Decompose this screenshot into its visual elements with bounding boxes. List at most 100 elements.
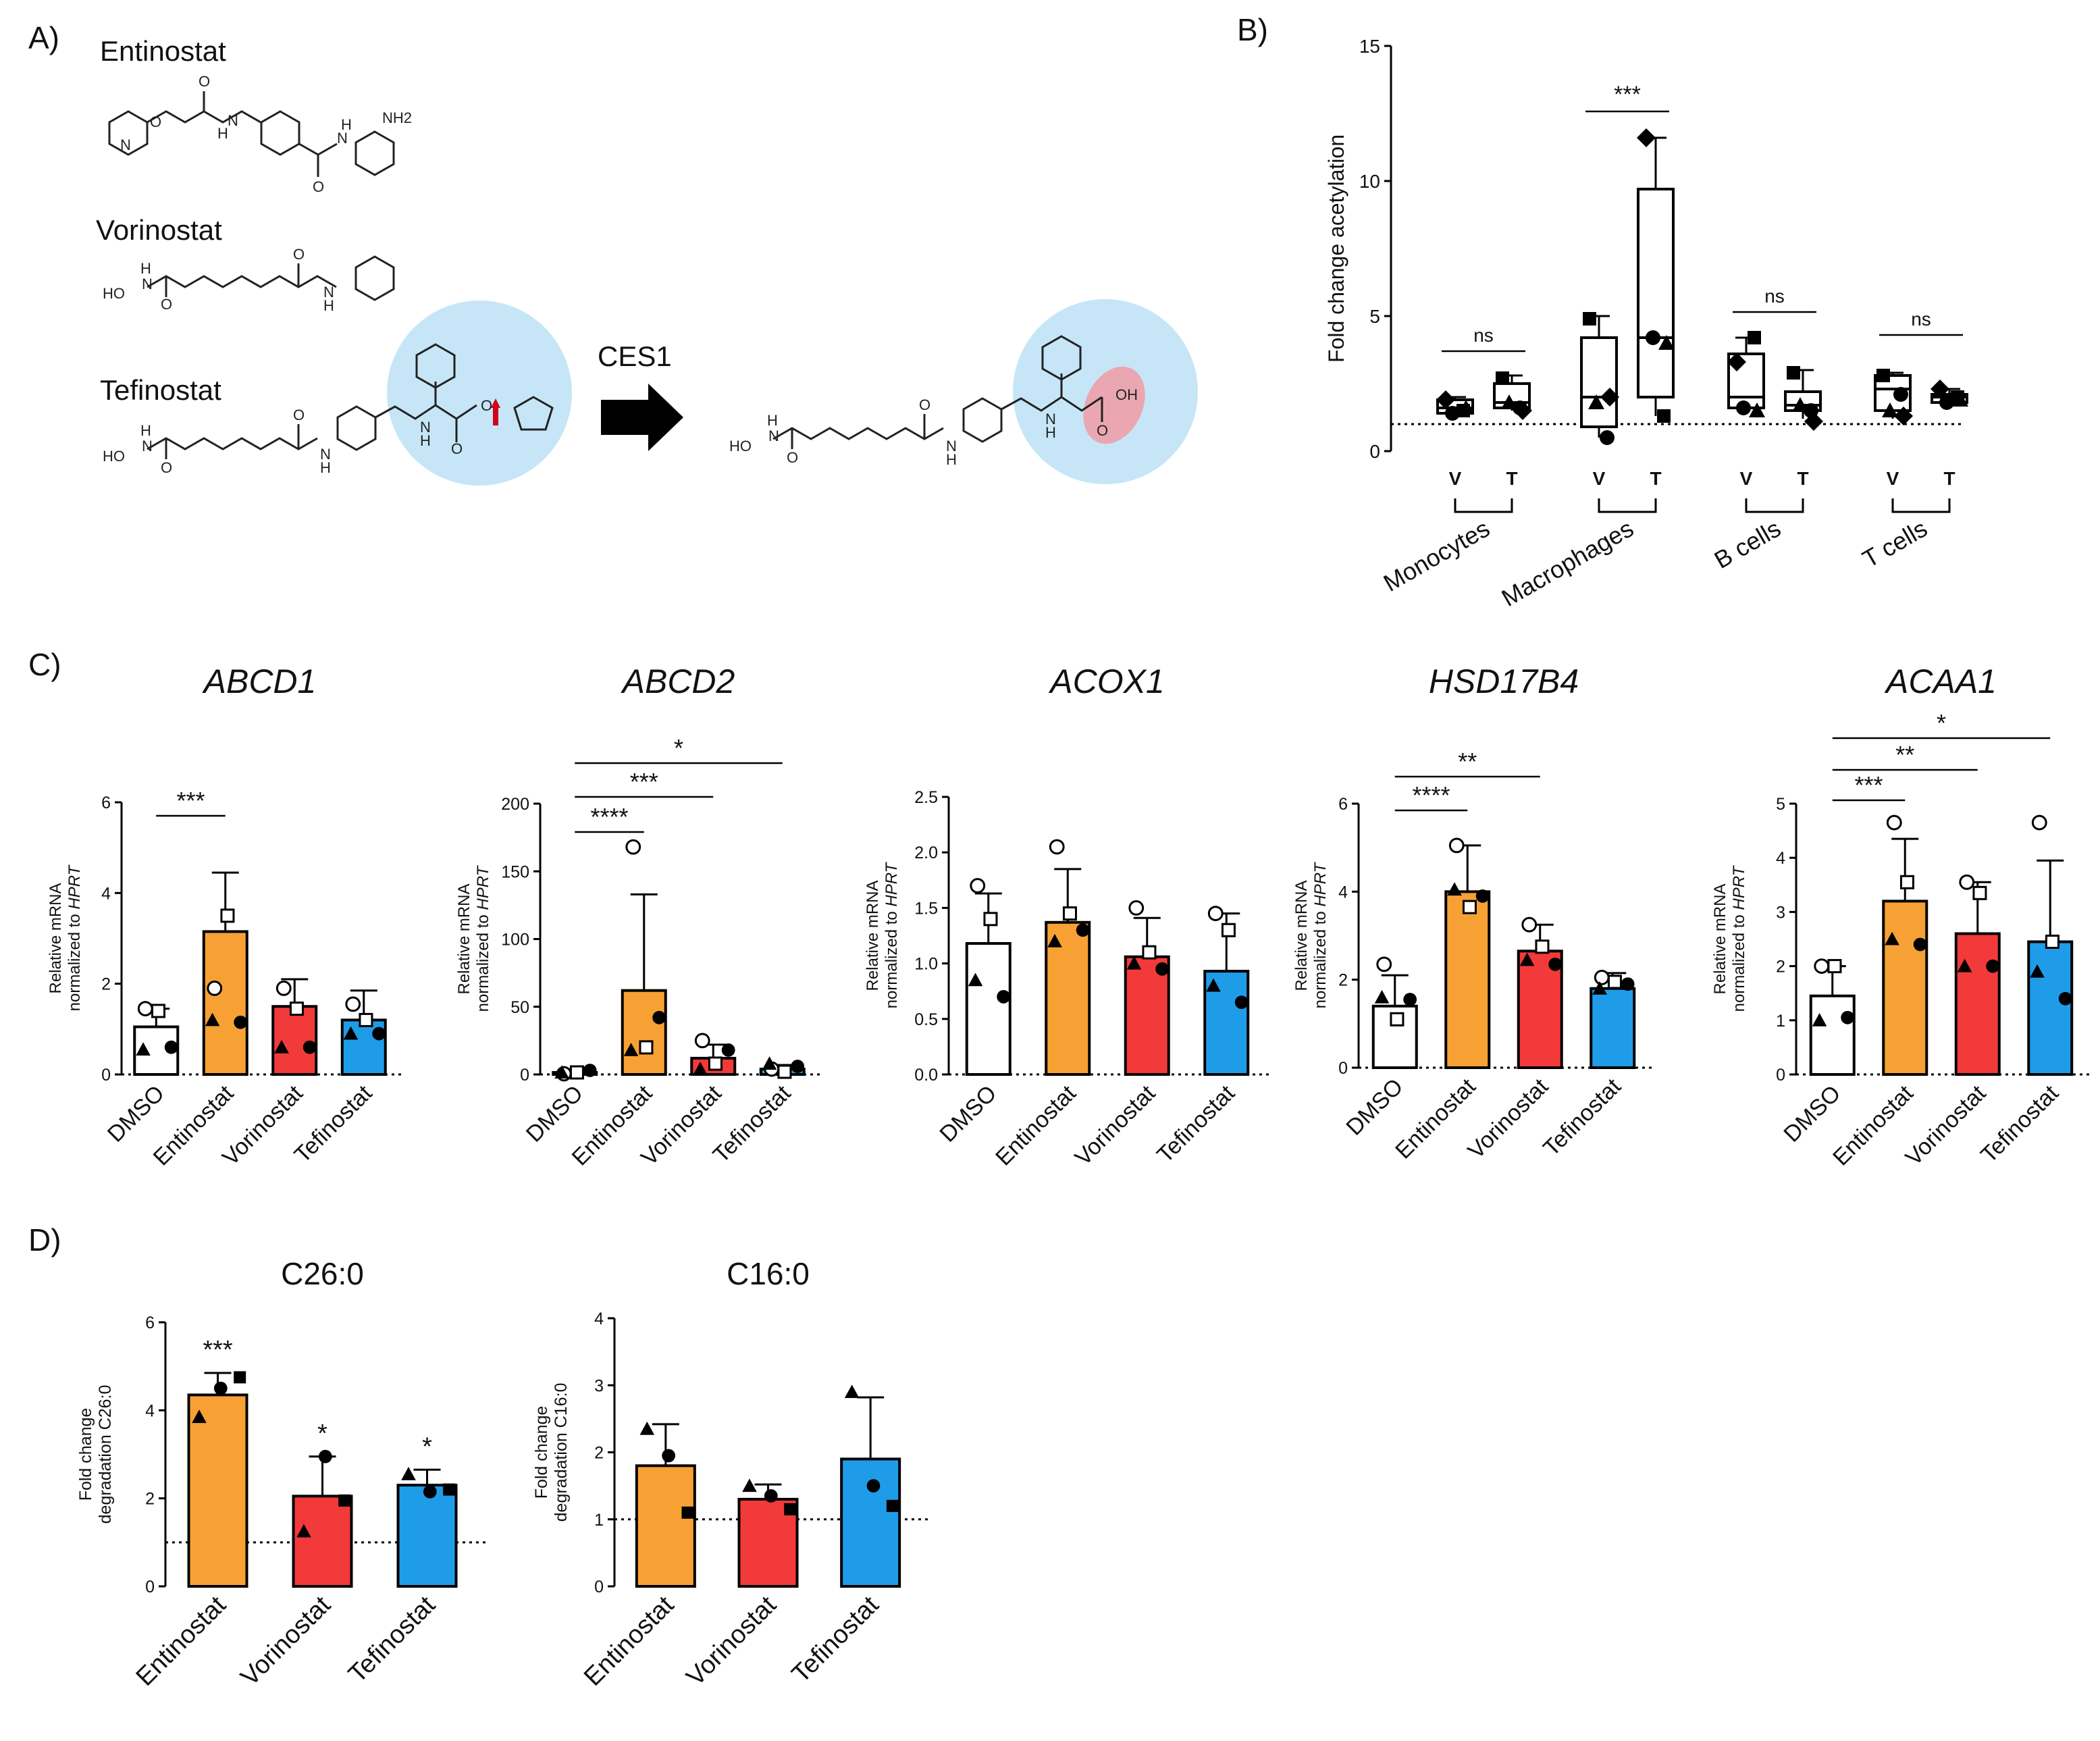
- tef-atom-10: O: [451, 440, 463, 457]
- data-point: [275, 980, 292, 996]
- data-point: [423, 1484, 437, 1499]
- data-point: [1939, 395, 1954, 410]
- chart-title: C16:0: [727, 1256, 810, 1291]
- prod-atom-1: HO: [729, 438, 752, 454]
- data-point: [343, 1026, 359, 1040]
- vor-atom-6: N: [323, 284, 334, 301]
- data-point: [192, 1409, 207, 1424]
- chart-c-acaa1: ACAA1 0 1 2 3 4 5 Relative mRNAnormalized to HP…: [1711, 662, 2093, 1171]
- panel-label-c: C): [28, 647, 61, 682]
- prod-atom-2: H: [767, 412, 778, 429]
- x-group-label: B cells: [1710, 514, 1785, 574]
- data-point: [1436, 390, 1455, 409]
- cleavage-arrowhead: [491, 398, 500, 408]
- data-point: [1637, 128, 1656, 147]
- bar-tefinostat: [2027, 940, 2074, 1076]
- drug-name-tefinostat: Tefinostat: [100, 374, 221, 406]
- chart-title: C26:0: [281, 1256, 364, 1291]
- y-tick-label: 4: [101, 884, 111, 903]
- x-tick-label: DMSO: [1341, 1074, 1408, 1141]
- data-point: [721, 1043, 735, 1057]
- ent-atom-9: O: [313, 178, 324, 195]
- data-point: [844, 1384, 860, 1399]
- vor-atom-3: N: [142, 276, 153, 292]
- data-point: [137, 1001, 153, 1017]
- data-point: [1234, 995, 1249, 1010]
- y-tick-label: 0: [1338, 1059, 1348, 1078]
- prod-atom-10: OH: [1115, 386, 1138, 403]
- y-tick-label: 4: [594, 1309, 604, 1328]
- chart-title: ABCD1: [202, 662, 317, 700]
- data-point: [1062, 906, 1077, 921]
- data-point: [569, 1065, 584, 1080]
- y-axis-label: Relative mRNAnormalized to HPRT: [1292, 861, 1330, 1008]
- significance-star: *: [422, 1432, 432, 1461]
- data-point: [1207, 906, 1224, 922]
- bar-vorinostat: [1124, 955, 1170, 1076]
- data-point: [1607, 975, 1622, 989]
- data-point: [970, 878, 986, 893]
- vor-atom-5: O: [293, 246, 305, 263]
- x-tick-label: Vorinostat: [1463, 1073, 1554, 1164]
- data-point: [1893, 387, 1908, 402]
- data-point: [652, 1010, 666, 1024]
- y-tick-label: 0.5: [914, 1010, 938, 1029]
- data-point: [1128, 900, 1145, 916]
- tef-atom-11: O: [481, 397, 492, 414]
- data-point: [1646, 330, 1660, 345]
- x-tick-label: DMSO: [935, 1081, 1001, 1147]
- x-group-label: T cells: [1858, 514, 1932, 573]
- tefinostat-ester-highlight: [387, 301, 572, 486]
- bar-vorinostat: [292, 1495, 353, 1588]
- x-tick-label: DMSO: [521, 1081, 588, 1147]
- y-axis-label: Relative mRNAnormalized to HPRT: [47, 864, 84, 1011]
- data-point: [1736, 400, 1751, 415]
- tef-atom-6: N: [320, 446, 331, 463]
- data-point: [443, 1483, 456, 1496]
- bar-vorinostat: [271, 1005, 318, 1076]
- group-bracket: [1891, 498, 1951, 513]
- significance-stars: *: [1937, 709, 1946, 737]
- tef-atom-5: O: [293, 407, 305, 423]
- data-point: [205, 1012, 220, 1027]
- x-tick-label: Tefinostat: [1538, 1073, 1626, 1161]
- ent-atom-5: N: [120, 136, 131, 153]
- data-point: [1206, 978, 1221, 992]
- chart-c-abcd2: ABCD2 0 50 100 150 200 Relative mRNAnormalized…: [455, 662, 824, 1171]
- x-tick-condition: T: [1943, 468, 1955, 489]
- significance-stars: **: [1458, 748, 1477, 775]
- x-tick-label: Vorinostat: [1901, 1080, 1991, 1170]
- bar-dmso: [1809, 994, 1856, 1076]
- data-point: [1812, 1013, 1827, 1027]
- ent-atom-4: N: [228, 112, 238, 129]
- bar-entinostat: [635, 1464, 696, 1588]
- chart-d-c26: C26:0 0 2 4 6 Fold changedegradation C26:0 Ent…: [76, 1256, 486, 1692]
- data-point: [345, 996, 361, 1012]
- data-point: [1475, 889, 1490, 903]
- y-tick-label: 6: [101, 794, 111, 812]
- box: [1637, 188, 1675, 398]
- tef-atom-4: O: [161, 459, 172, 476]
- data-point: [583, 1064, 597, 1077]
- data-point: [1748, 331, 1761, 344]
- data-point: [639, 1421, 655, 1435]
- bar-dmso: [965, 942, 1012, 1076]
- x-tick-label: Vorinostat: [681, 1590, 783, 1692]
- bar-entinostat: [202, 930, 248, 1076]
- data-point: [694, 1033, 710, 1049]
- x-tick-condition: V: [1887, 468, 1899, 489]
- significance-label: ns: [1911, 309, 1931, 330]
- y-tick-label: 50: [510, 998, 529, 1017]
- prod-atom-4: O: [787, 449, 798, 466]
- y-tick-label: 10: [1359, 171, 1380, 192]
- tef-atom-1: HO: [103, 448, 125, 465]
- x-tick-label: DMSO: [1779, 1081, 1845, 1147]
- product-structure: [772, 335, 1103, 449]
- y-axis-label-line2: degradation C26:0: [96, 1385, 115, 1524]
- y-axis-label-line2: normalized to: [1730, 910, 1748, 1012]
- y-tick-label: 2.0: [914, 843, 938, 862]
- bar-entinostat: [187, 1393, 248, 1588]
- data-point: [296, 1524, 311, 1538]
- data-point: [1496, 371, 1509, 385]
- y-tick-label: 2: [1338, 971, 1348, 990]
